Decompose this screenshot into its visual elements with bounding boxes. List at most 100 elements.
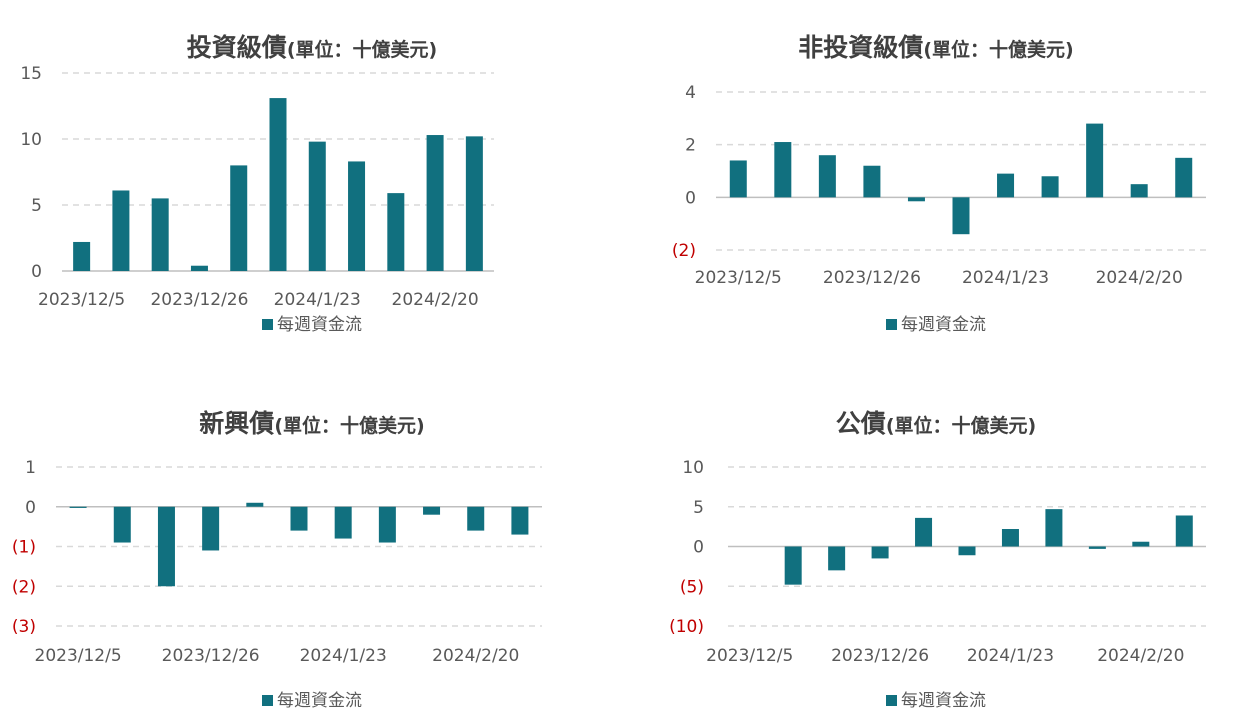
bar	[1088, 546, 1106, 549]
bar	[348, 161, 366, 271]
chart-plot: 0 5 10 15 2023/12/5 2023/12/26 2024/1/23 2024/2…	[20, 64, 494, 310]
bar	[151, 198, 169, 271]
x-tick-label: 2024/2/20	[432, 646, 519, 666]
legend-label: 每週資金流	[901, 315, 986, 335]
bar	[863, 165, 881, 198]
x-tick-label: 2024/1/23	[967, 646, 1054, 666]
bar	[729, 160, 747, 198]
chart-title: 投資級債(單位：十億美元)	[0, 28, 624, 64]
bar	[1001, 529, 1019, 547]
bar	[907, 197, 925, 202]
y-tick-label: (2)	[672, 241, 696, 261]
y-tick-label: (5)	[680, 577, 704, 597]
chart-title-main: 新興債	[199, 409, 275, 438]
legend-label: 每週資金流	[901, 691, 986, 711]
chart-panel-emerging-market: 新興債(單位：十億美元) (3) (2) (1) 0 1 2023/12/5 2023/12…	[0, 364, 624, 728]
chart-title-unit: (單位：十億美元)	[274, 415, 425, 437]
chart-legend: 每週資金流	[0, 686, 624, 711]
x-tick-label: 2024/1/23	[962, 268, 1049, 288]
x-tick-label: 2023/12/26	[831, 646, 929, 666]
y-tick-label: 5	[693, 498, 704, 518]
bar	[290, 506, 308, 531]
x-tick-label: 2023/12/5	[695, 268, 782, 288]
y-tick-label: (10)	[669, 617, 704, 637]
legend-swatch	[886, 695, 897, 706]
bar	[511, 506, 529, 535]
x-tick-label: 2023/12/5	[706, 646, 793, 666]
bar	[378, 506, 396, 543]
bar	[73, 241, 91, 271]
bar	[1130, 184, 1148, 198]
bar	[958, 546, 976, 556]
chart-legend: 每週資金流	[624, 686, 1248, 711]
bar	[818, 155, 836, 198]
y-tick-label: 1	[25, 458, 36, 478]
chart-panel-high-yield: 非投資級債(單位：十億美元) (2) 0 2 4 2023/12/5 2023/12/26…	[624, 0, 1248, 364]
chart-title-unit: (單位：十億美元)	[286, 39, 438, 61]
y-tick-label: 0	[693, 538, 704, 558]
chart-plot: (10) (5) 0 5 10 2023/12/5 2023/12/26 2024/1/23 2…	[669, 458, 1206, 666]
chart-panel-investment-grade: 投資級債(單位：十億美元) 0 5 10 15 2023/12/5 2023/12/26 2…	[0, 0, 624, 364]
y-tick-label: (3)	[12, 617, 36, 637]
y-tick-label: 0	[25, 498, 36, 518]
chart-legend: 每週資金流	[624, 310, 1248, 335]
chart-title-unit: (單位：十億美元)	[885, 415, 1037, 437]
bar	[423, 506, 441, 515]
chart-plot: (2) 0 2 4 2023/12/5 2023/12/26 2024/1/23 2024/2…	[672, 83, 1206, 288]
bar	[426, 135, 444, 271]
bar	[69, 506, 87, 508]
chart-legend: 每週資金流	[0, 310, 624, 335]
bar	[157, 506, 175, 587]
legend-label: 每週資金流	[277, 691, 362, 711]
y-tick-label: 15	[20, 64, 42, 84]
x-tick-label: 2024/2/20	[1097, 646, 1184, 666]
x-tick-label: 2023/12/5	[35, 646, 122, 666]
chart-plot: (3) (2) (1) 0 1 2023/12/5 2023/12/26 2024/1/23 2…	[12, 458, 542, 666]
y-tick-label: (1)	[12, 538, 36, 558]
y-tick-label: 2	[685, 136, 696, 156]
bar	[952, 197, 970, 235]
bar	[997, 173, 1015, 198]
x-tick-label: 2023/12/5	[38, 290, 125, 310]
legend-swatch	[262, 695, 273, 706]
y-tick-label: (2)	[12, 577, 36, 597]
x-tick-label: 2024/1/23	[300, 646, 387, 666]
y-tick-label: 10	[682, 458, 704, 478]
legend-label: 每週資金流	[277, 315, 362, 335]
y-tick-label: 4	[685, 83, 696, 103]
y-tick-label: 0	[31, 262, 42, 282]
bar	[828, 546, 846, 571]
bar	[334, 506, 352, 539]
bar	[1045, 509, 1063, 547]
bar	[774, 142, 792, 198]
bar	[387, 193, 405, 271]
bar	[1132, 541, 1150, 547]
bar	[269, 98, 287, 271]
bar	[467, 506, 485, 531]
chart-title-main: 非投資級債	[798, 33, 924, 62]
bar	[915, 517, 933, 547]
bar	[230, 165, 248, 271]
chart-panel-government: 公債(單位：十億美元) (10) (5) 0 5 10 2023/12/5 2023/12/…	[624, 364, 1248, 728]
bar	[871, 546, 889, 559]
bar	[190, 265, 208, 271]
chart-title-main: 投資級債	[186, 33, 287, 62]
bar	[308, 141, 326, 271]
x-tick-label: 2023/12/26	[162, 646, 260, 666]
chart-title-unit: (單位：十億美元)	[923, 39, 1074, 61]
bar	[1041, 176, 1059, 198]
y-tick-label: 0	[685, 188, 696, 208]
legend-swatch	[886, 319, 897, 330]
legend-swatch	[262, 319, 273, 330]
chart-title: 新興債(單位：十億美元)	[0, 404, 624, 440]
x-tick-label: 2024/1/23	[274, 290, 361, 310]
bar	[1175, 157, 1193, 198]
x-tick-label: 2024/2/20	[392, 290, 479, 310]
bar	[1086, 123, 1104, 198]
bar	[202, 506, 220, 551]
chart-title: 非投資級債(單位：十億美元)	[624, 28, 1248, 64]
bar	[112, 190, 130, 271]
bar	[465, 136, 483, 271]
bar	[246, 502, 264, 507]
chart-title: 公債(單位：十億美元)	[624, 404, 1248, 440]
